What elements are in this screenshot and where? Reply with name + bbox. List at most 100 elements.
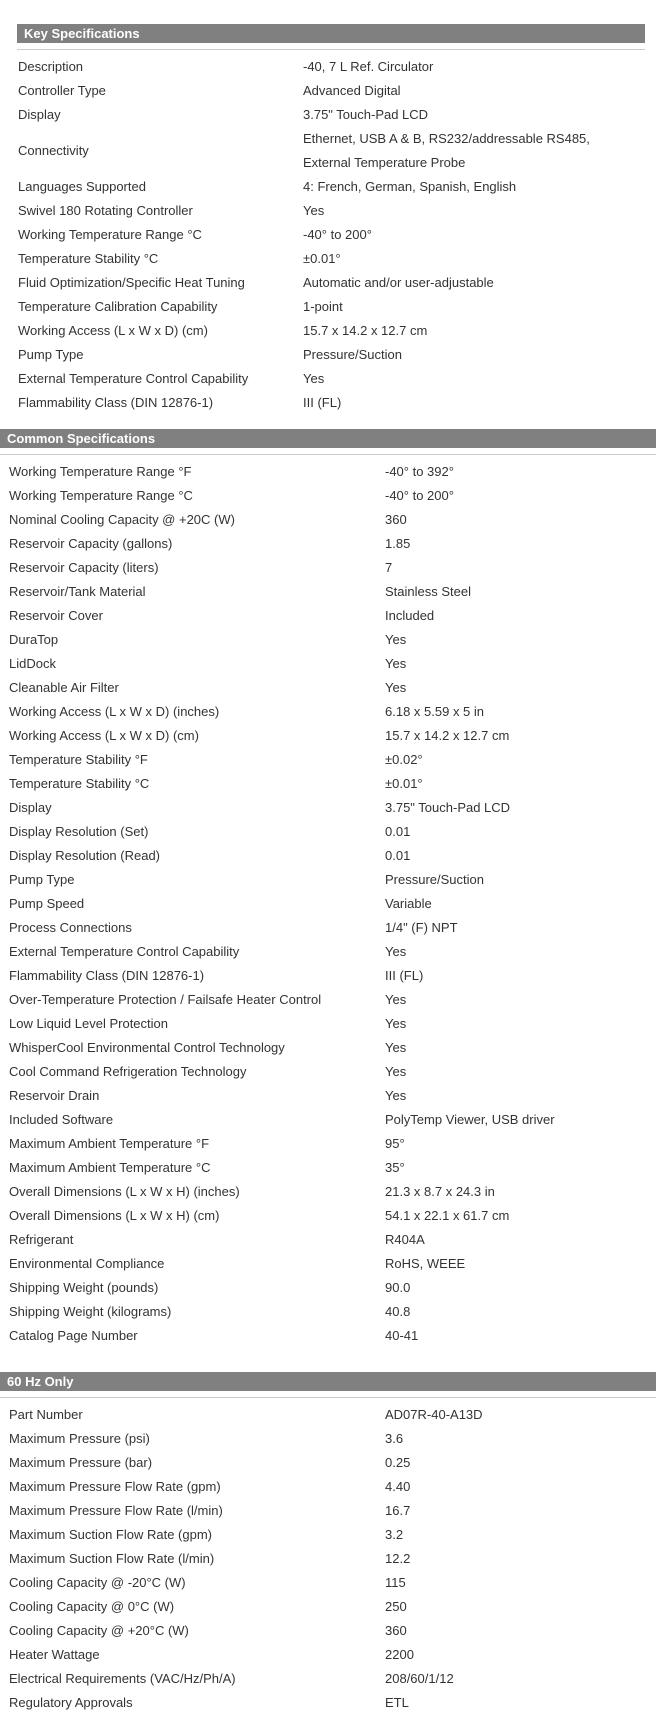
spec-value: Yes <box>385 1064 407 1079</box>
section-60hz-only: 60 Hz Only Part Number AD07R-40-A13D Max… <box>0 1372 656 1715</box>
spec-row: Working Temperature Range °C -40° to 200… <box>0 484 656 508</box>
spec-row: Process Connections 1/4" (F) NPT <box>0 916 656 940</box>
spec-row: Temperature Stability °C ±0.01° <box>17 247 645 271</box>
spec-row: Description -40, 7 L Ref. Circulator <box>17 55 645 79</box>
spec-value: 90.0 <box>385 1280 411 1295</box>
section-title: Key Specifications <box>24 26 140 41</box>
spec-row: Working Access (L x W x D) (inches) 6.18… <box>0 700 656 724</box>
spec-row: Display Resolution (Set) 0.01 <box>0 820 656 844</box>
spec-value: R404A <box>385 1232 425 1247</box>
spec-row: Part Number AD07R-40-A13D <box>0 1403 656 1427</box>
spec-value: Advanced Digital <box>303 83 401 98</box>
section-header: 60 Hz Only <box>0 1372 656 1391</box>
header-divider <box>0 1397 656 1398</box>
spec-label: Temperature Stability °F <box>9 752 148 767</box>
spec-label: DuraTop <box>9 632 59 647</box>
spec-row: Display Resolution (Read) 0.01 <box>0 844 656 868</box>
spec-label: Maximum Suction Flow Rate (gpm) <box>9 1527 212 1542</box>
spec-label: Refrigerant <box>9 1232 74 1247</box>
spec-label: Shipping Weight (pounds) <box>9 1280 159 1295</box>
spec-row: Low Liquid Level Protection Yes <box>0 1012 656 1036</box>
spec-row: Maximum Suction Flow Rate (gpm) 3.2 <box>0 1523 656 1547</box>
spec-row: Maximum Pressure (psi) 3.6 <box>0 1427 656 1451</box>
spec-label: Maximum Ambient Temperature °F <box>9 1136 210 1151</box>
section-header: Key Specifications <box>17 24 645 43</box>
spec-value: 40-41 <box>385 1328 419 1343</box>
spec-value: 250 <box>385 1599 407 1614</box>
spec-label: Maximum Suction Flow Rate (l/min) <box>9 1551 215 1566</box>
section-key-specifications: Key Specifications Description -40, 7 L … <box>17 24 645 415</box>
spec-value: AD07R-40-A13D <box>385 1407 483 1422</box>
spec-label: Cooling Capacity @ -20°C (W) <box>9 1575 186 1590</box>
spec-row: Flammability Class (DIN 12876-1) III (FL… <box>0 964 656 988</box>
spec-value: ±0.02° <box>385 752 423 767</box>
spec-label: Display Resolution (Set) <box>9 824 149 839</box>
spec-label: Reservoir Capacity (liters) <box>9 560 159 575</box>
spec-value: III (FL) <box>303 395 342 410</box>
spec-value: Pressure/Suction <box>385 872 484 887</box>
spec-row: Reservoir Capacity (liters) 7 <box>0 556 656 580</box>
spec-row: Shipping Weight (pounds) 90.0 <box>0 1276 656 1300</box>
spec-value: -40° to 200° <box>385 488 454 503</box>
spec-value: 4: French, German, Spanish, English <box>303 179 517 194</box>
spec-value: Yes <box>385 1088 407 1103</box>
spec-label: Display Resolution (Read) <box>9 848 161 863</box>
spec-value: -40, 7 L Ref. Circulator <box>303 59 434 74</box>
spec-label: Overall Dimensions (L x W x H) (cm) <box>9 1208 220 1223</box>
spec-row: WhisperCool Environmental Control Techno… <box>0 1036 656 1060</box>
spec-value: 21.3 x 8.7 x 24.3 in <box>385 1184 495 1199</box>
spec-value: 16.7 <box>385 1503 411 1518</box>
spec-row: Nominal Cooling Capacity @ +20C (W) 360 <box>0 508 656 532</box>
spec-row: Connectivity Ethernet, USB A & B, RS232/… <box>17 127 645 175</box>
spec-row: Cool Command Refrigeration Technology Ye… <box>0 1060 656 1084</box>
spec-value: Yes <box>385 944 407 959</box>
spec-label: Overall Dimensions (L x W x H) (inches) <box>9 1184 240 1199</box>
spec-value: 3.2 <box>385 1527 404 1542</box>
spec-value: 3.75" Touch-Pad LCD <box>385 800 511 815</box>
spec-value: 360 <box>385 512 407 527</box>
spec-row: Refrigerant R404A <box>0 1228 656 1252</box>
spec-label: Reservoir Drain <box>9 1088 100 1103</box>
spec-label: Reservoir Capacity (gallons) <box>9 536 173 551</box>
spec-label: Working Temperature Range °F <box>9 464 192 479</box>
spec-value: Ethernet, USB A & B, RS232/addressable R… <box>303 131 590 170</box>
spec-label: Swivel 180 Rotating Controller <box>18 203 193 218</box>
spec-label: Flammability Class (DIN 12876-1) <box>9 968 205 983</box>
spec-row: Cleanable Air Filter Yes <box>0 676 656 700</box>
spec-value: 7 <box>385 560 393 575</box>
spec-row: DuraTop Yes <box>0 628 656 652</box>
spec-label: Nominal Cooling Capacity @ +20C (W) <box>9 512 235 527</box>
spec-row: Regulatory Approvals ETL <box>0 1691 656 1715</box>
spec-label: Working Access (L x W x D) (cm) <box>9 728 199 743</box>
spec-row: Included Software PolyTemp Viewer, USB d… <box>0 1108 656 1132</box>
spec-value: 40.8 <box>385 1304 411 1319</box>
spec-row: Maximum Suction Flow Rate (l/min) 12.2 <box>0 1547 656 1571</box>
spec-label: WhisperCool Environmental Control Techno… <box>9 1040 285 1055</box>
spec-label: Controller Type <box>18 83 106 98</box>
spec-value: 54.1 x 22.1 x 61.7 cm <box>385 1208 510 1223</box>
spec-label: Maximum Pressure (bar) <box>9 1455 153 1470</box>
spec-value: 1/4" (F) NPT <box>385 920 458 935</box>
spec-label: Display <box>18 107 61 122</box>
spec-value: -40° to 392° <box>385 464 454 479</box>
spec-label: Catalog Page Number <box>9 1328 138 1343</box>
spec-value: RoHS, WEEE <box>385 1256 466 1271</box>
spec-value: Yes <box>385 656 407 671</box>
section-title: 60 Hz Only <box>7 1374 74 1389</box>
header-divider <box>17 49 645 50</box>
spec-label: Electrical Requirements (VAC/Hz/Ph/A) <box>9 1671 236 1686</box>
section-common-specifications: Common Specifications Working Temperatur… <box>0 429 656 1348</box>
spec-label: External Temperature Control Capability <box>9 944 240 959</box>
spec-row: Cooling Capacity @ +20°C (W) 360 <box>0 1619 656 1643</box>
spec-label: Working Access (L x W x D) (inches) <box>9 704 220 719</box>
spec-value: 0.01 <box>385 824 411 839</box>
spec-row: Pump Type Pressure/Suction <box>0 868 656 892</box>
spec-row: Maximum Ambient Temperature °F 95° <box>0 1132 656 1156</box>
spec-value: Yes <box>303 203 325 218</box>
spec-value: 115 <box>385 1575 406 1590</box>
spec-row: Maximum Ambient Temperature °C 35° <box>0 1156 656 1180</box>
spec-label: Temperature Stability °C <box>18 251 159 266</box>
spec-label: Regulatory Approvals <box>9 1695 133 1710</box>
spec-label: Temperature Stability °C <box>9 776 150 791</box>
